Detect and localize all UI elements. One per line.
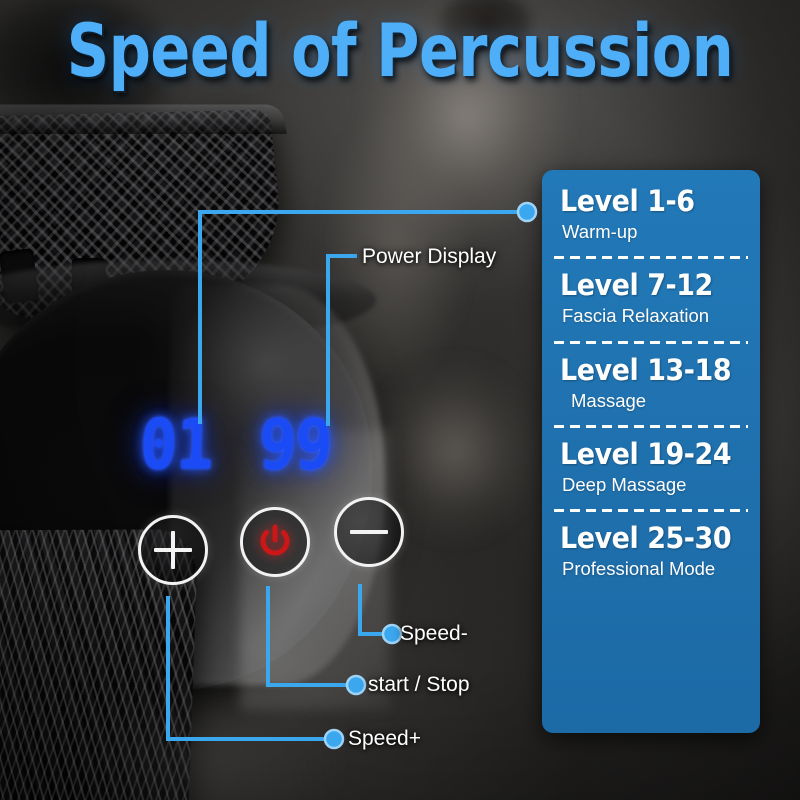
callout-start-stop: start / Stop: [368, 673, 470, 696]
level-range: Level 19-24: [560, 436, 732, 471]
level-item: Level 13-18 Massage: [542, 352, 760, 412]
level-mode: Massage: [571, 389, 647, 411]
callout-speed-minus: Speed-: [400, 622, 468, 645]
callout-power-display: Power Display: [362, 245, 497, 268]
level-mode: Warm-up: [562, 221, 638, 243]
level-range: Level 7-12: [560, 268, 713, 303]
speed-level-panel: Level 1-6 Warm-up Level 7-12 Fascia Relaxat…: [542, 170, 760, 733]
level-range: Level 25-30: [560, 521, 732, 556]
level-item: Level 7-12 Fascia Relaxation: [542, 270, 760, 327]
led-power-display: 01 99: [139, 404, 333, 486]
callout-speed-plus: Speed+: [348, 727, 421, 750]
level-divider: [554, 509, 748, 513]
level-mode: Deep Massage: [562, 474, 687, 495]
level-mode: Professional Mode: [562, 558, 716, 580]
power-percent-readout: 99: [257, 404, 332, 486]
level-item: Level 1-6 Warm-up: [542, 186, 760, 243]
level-divider: [554, 340, 748, 344]
speed-level-readout: 01: [139, 404, 214, 486]
level-divider: [554, 424, 748, 428]
speed-digits: 01: [138, 403, 214, 486]
speed-minus-button[interactable]: [334, 497, 404, 567]
speed-plus-button[interactable]: [138, 515, 208, 585]
level-item: Level 19-24 Deep Massage: [542, 439, 760, 496]
level-range: Level 1-6: [560, 184, 695, 218]
level-mode: Fascia Relaxation: [562, 305, 710, 327]
plus-icon: [154, 531, 192, 569]
minus-icon: [350, 513, 388, 551]
power-icon: [255, 522, 295, 562]
level-item: Level 25-30 Professional Mode: [542, 523, 760, 580]
start-stop-button[interactable]: [240, 507, 310, 577]
level-divider: [554, 256, 748, 260]
page-title: Speed of Percussion: [66, 9, 734, 95]
level-range: Level 13-18: [560, 352, 732, 387]
power-digits: 99: [257, 403, 333, 486]
